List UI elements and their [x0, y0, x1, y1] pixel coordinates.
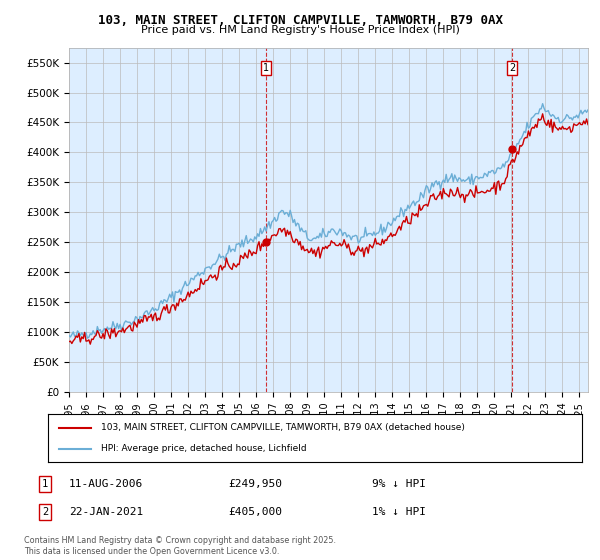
Text: Price paid vs. HM Land Registry's House Price Index (HPI): Price paid vs. HM Land Registry's House … — [140, 25, 460, 35]
Text: 11-AUG-2006: 11-AUG-2006 — [69, 479, 143, 489]
Text: £249,950: £249,950 — [228, 479, 282, 489]
Text: 2: 2 — [42, 507, 48, 517]
Text: 2: 2 — [509, 63, 515, 73]
Text: 22-JAN-2021: 22-JAN-2021 — [69, 507, 143, 517]
Text: HPI: Average price, detached house, Lichfield: HPI: Average price, detached house, Lich… — [101, 444, 307, 453]
Text: £405,000: £405,000 — [228, 507, 282, 517]
Text: 9% ↓ HPI: 9% ↓ HPI — [372, 479, 426, 489]
Text: 103, MAIN STREET, CLIFTON CAMPVILLE, TAMWORTH, B79 0AX: 103, MAIN STREET, CLIFTON CAMPVILLE, TAM… — [97, 14, 503, 27]
Text: 1: 1 — [42, 479, 48, 489]
Text: 1: 1 — [263, 63, 269, 73]
Text: 103, MAIN STREET, CLIFTON CAMPVILLE, TAMWORTH, B79 0AX (detached house): 103, MAIN STREET, CLIFTON CAMPVILLE, TAM… — [101, 423, 465, 432]
Text: Contains HM Land Registry data © Crown copyright and database right 2025.
This d: Contains HM Land Registry data © Crown c… — [24, 536, 336, 556]
Text: 1% ↓ HPI: 1% ↓ HPI — [372, 507, 426, 517]
